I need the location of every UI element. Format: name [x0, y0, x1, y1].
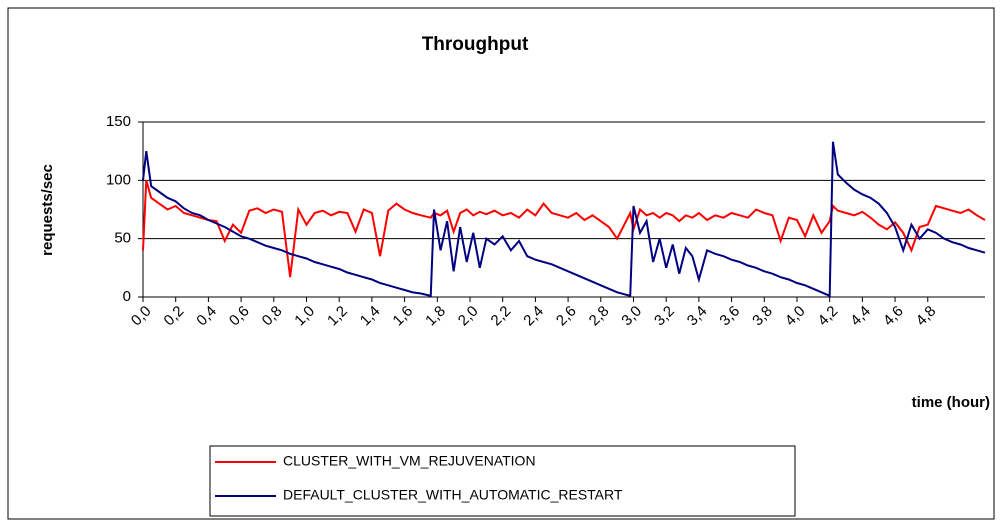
- y-tick-label: 0: [123, 288, 131, 305]
- series-line: [142, 180, 986, 278]
- y-tick-label: 50: [114, 230, 131, 247]
- series-line: [142, 141, 986, 298]
- legend-label: CLUSTER_WITH_VM_REJUVENATION: [283, 453, 536, 469]
- legend: [209, 445, 796, 517]
- x-axis-label: time (hour): [912, 394, 990, 411]
- y-axis-label: requests/sec: [39, 164, 56, 256]
- chart-frame: [7, 7, 995, 520]
- y-tick-label: 100: [106, 171, 131, 188]
- y-tick-label: 150: [106, 113, 131, 130]
- chart-title: Throughput: [422, 34, 529, 55]
- legend-label: DEFAULT_CLUSTER_WITH_AUTOMATIC_RESTART: [283, 487, 623, 503]
